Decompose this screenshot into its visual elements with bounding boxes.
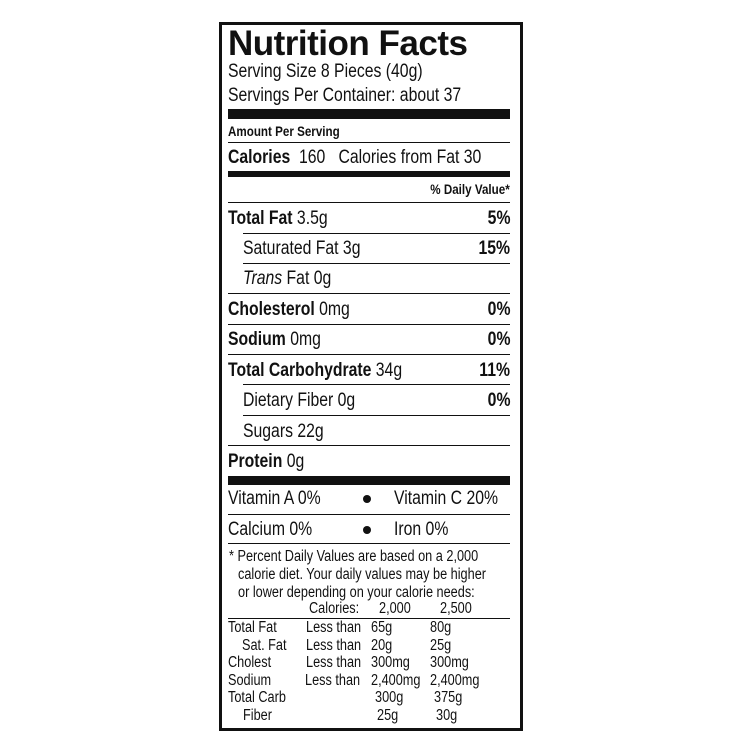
nutrient-row-dietary-fiber: Dietary Fiber 0g 0% [243,390,510,411]
calories-label: Calories [228,147,291,168]
divider [228,543,510,544]
ref-row-v1: 300g [375,689,404,706]
divider [228,445,510,446]
nutrient-row-sodium: Sodium 0mg 0% [228,329,510,350]
nutrient-row-total-fat: Total Fat 3.5g 5% [228,208,510,229]
nutrient-row-sugars: Sugars 22g [243,421,324,442]
ref-row-name: Sat. Fat [242,637,287,654]
ref-row-v2: 25g [430,637,452,654]
ref-row-v2: 300mg [430,654,469,671]
footnote-line: or lower depending on your calorie needs… [238,584,475,601]
vitamin-row: Vitamin A 0% Vitamin C 20% [228,487,510,511]
ref-row-name: Cholest [228,654,272,671]
ref-row-limit: Less than [305,672,361,689]
calories-row: Calories 160 Calories from Fat 30 [228,146,510,170]
nutrient-row-trans-fat: Trans Fat 0g [243,268,332,289]
vitamin-a: Vitamin A 0% [228,488,321,509]
mineral-row: Calcium 0% Iron 0% [228,518,510,542]
iron: Iron 0% [394,519,449,540]
footnote-line: calorie diet. Your daily values may be h… [238,566,486,583]
label-title: Nutrition Facts [228,24,468,63]
ref-row-v1: 2,400mg [371,672,421,689]
divider [243,384,510,385]
amount-per-serving: Amount Per Serving [228,123,340,139]
ref-row-v1: 25g [377,707,399,724]
ref-row-v1: 65g [371,619,393,636]
ref-row-limit: Less than [306,637,362,654]
divider [228,324,510,325]
ref-row-v2: 80g [430,619,452,636]
divider [243,415,510,416]
ref-header-2000: 2,000 [379,600,411,617]
ref-row-name: Sodium [228,672,272,689]
ref-row-v2: 375g [434,689,463,706]
ref-header-2500: 2,500 [440,600,472,617]
nutrient-row-total-carbohydrate: Total Carbohydrate 34g 11% [228,360,510,381]
ref-row-v2: 2,400mg [430,672,480,689]
ref-row-name: Total Carb [228,689,286,706]
ref-row-v1: 20g [371,637,393,654]
nutrient-row-saturated-fat: Saturated Fat 3g 15% [243,238,510,259]
calories-value: 160 [299,147,326,168]
thick-divider [228,476,510,485]
thick-divider [228,109,510,119]
daily-value-header: % Daily Value* [430,181,510,197]
vitamin-c: Vitamin C 20% [394,488,499,509]
divider [228,202,510,203]
serving-size: Serving Size 8 Pieces (40g) [228,61,423,82]
divider [243,233,510,234]
ref-row-v1: 300mg [371,654,410,671]
footnote-line: * Percent Daily Values are based on a 2,… [229,548,479,565]
calories-from-fat: Calories from Fat 30 [338,147,482,168]
nutrient-row-cholesterol: Cholesterol 0mg 0% [228,299,510,320]
bullet-icon [363,495,371,503]
bullet-icon [363,526,371,534]
ref-row-limit: Less than [306,654,362,671]
divider [228,514,510,515]
medium-divider [228,171,510,177]
nutrient-row-protein: Protein 0g [228,451,305,472]
divider [228,354,510,355]
ref-header-label: Calories: [309,600,360,617]
divider [228,618,510,619]
servings-per-container: Servings Per Container: about 37 [228,85,462,106]
ref-row-limit: Less than [306,619,362,636]
divider [243,263,510,264]
divider [228,293,510,294]
divider [228,142,510,143]
nutrition-facts-label [219,22,523,731]
ref-row-name: Fiber [243,707,272,724]
ref-row-v2: 30g [436,707,458,724]
calcium: Calcium 0% [228,519,313,540]
ref-row-name: Total Fat [228,619,277,636]
